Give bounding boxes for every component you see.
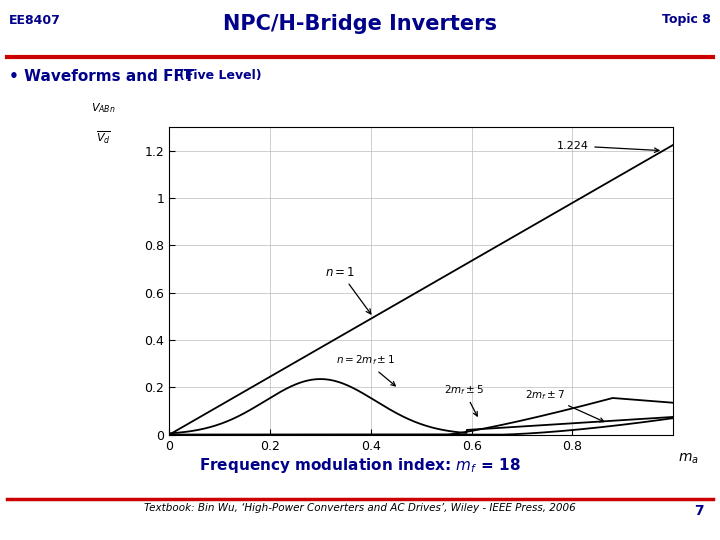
- Text: $V_{ABn}$: $V_{ABn}$: [91, 101, 116, 114]
- Text: $m_a$: $m_a$: [678, 451, 699, 466]
- Text: Frequency modulation index: $\mathbf{\mathit{m_f}}$ = 18: Frequency modulation index: $\mathbf{\ma…: [199, 456, 521, 475]
- Text: $2m_f\pm 7$: $2m_f\pm 7$: [524, 388, 604, 422]
- Text: Topic 8: Topic 8: [662, 14, 711, 26]
- Text: $\overline{V_d}$: $\overline{V_d}$: [96, 130, 111, 146]
- Text: 7: 7: [695, 504, 704, 518]
- Text: Textbook: Bin Wu, ‘High-Power Converters and AC Drives’, Wiley - IEEE Press, 200: Textbook: Bin Wu, ‘High-Power Converters…: [144, 503, 576, 514]
- Text: $n=2m_f\pm 1$: $n=2m_f\pm 1$: [336, 354, 395, 386]
- Text: $n=1$: $n=1$: [325, 266, 371, 314]
- Text: EE8407: EE8407: [9, 14, 61, 26]
- Text: NPC/H-Bridge Inverters: NPC/H-Bridge Inverters: [223, 14, 497, 33]
- Text: (Five Level): (Five Level): [179, 69, 261, 82]
- Text: • Waveforms and FFT: • Waveforms and FFT: [9, 69, 194, 84]
- Text: 1.224: 1.224: [557, 141, 659, 152]
- Text: $2m_f\pm 5$: $2m_f\pm 5$: [444, 383, 484, 416]
